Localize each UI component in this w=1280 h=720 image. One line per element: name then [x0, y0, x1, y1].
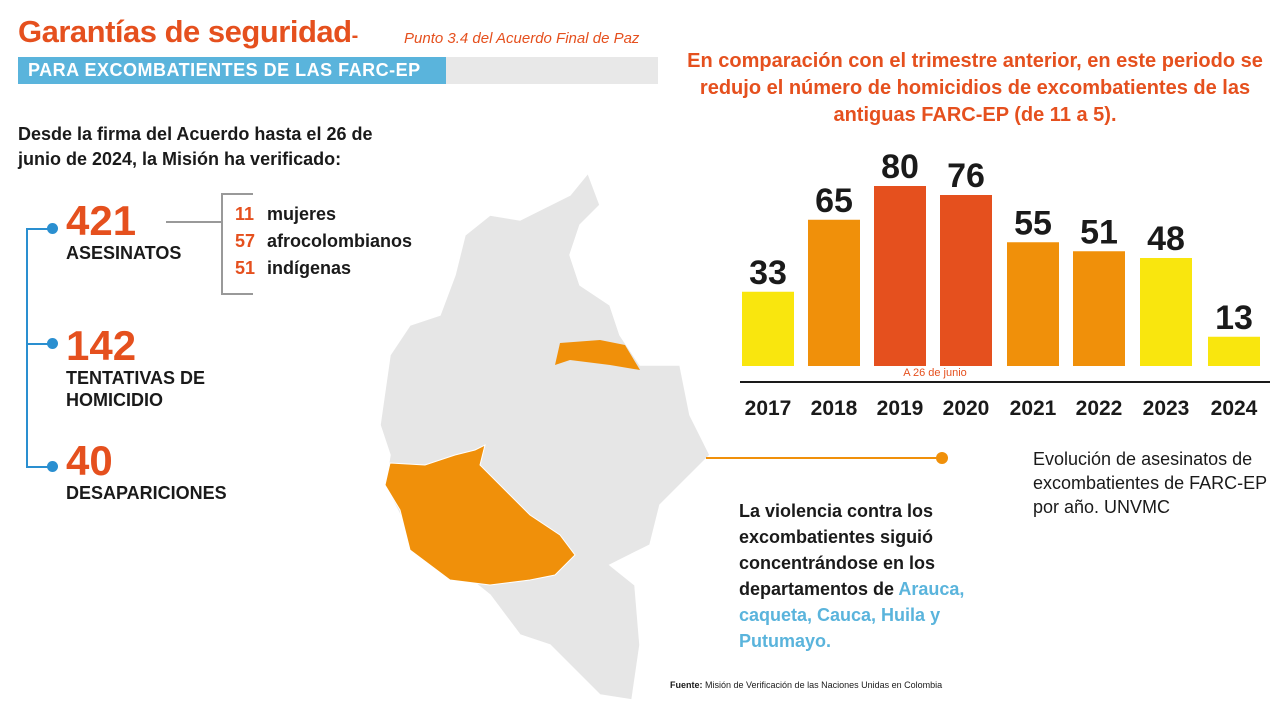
stat-value: 40	[66, 437, 113, 484]
callout-dot	[936, 452, 948, 464]
x-tick-label: 2017	[745, 397, 792, 420]
connector-line	[166, 221, 221, 223]
title-text: Garantías de seguridad	[18, 14, 352, 49]
data-label: 55	[1014, 204, 1052, 242]
bar-2023	[1140, 258, 1192, 366]
breakdown-item: 51 indígenas	[235, 258, 352, 278]
x-tick-label: 2019	[877, 397, 924, 420]
x-tick-label: 2023	[1143, 397, 1190, 420]
timeline-dot	[47, 223, 58, 234]
timeline-tick	[26, 466, 50, 468]
headline: En comparación con el trimestre anterior…	[687, 50, 1263, 126]
annotation: A 26 de junio	[903, 367, 967, 379]
chart-note: Evolución de asesinatos de excombatiente…	[1033, 449, 1267, 517]
x-tick-label: 2022	[1076, 397, 1123, 420]
source: Fuente: Misión de Verificación de las Na…	[670, 680, 943, 690]
data-label: 51	[1080, 213, 1118, 251]
bracket	[221, 193, 253, 295]
timeline-line	[26, 228, 28, 468]
stat-label: TENTATIVAS DE HOMICIDIO	[66, 368, 205, 410]
data-label: 76	[947, 157, 985, 195]
bar-2021	[1007, 242, 1059, 366]
breakdown-item: 11 mujeres	[235, 204, 337, 224]
data-label: 65	[815, 182, 853, 220]
region-cauca-huila-caqueta-putumayo	[384, 444, 576, 586]
title-dash: -	[351, 25, 359, 47]
page-subtitle: Punto 3.4 del Acuerdo Final de Paz	[404, 30, 640, 47]
stat-tentativas: 142 TENTATIVAS DE HOMICIDIO	[66, 325, 216, 411]
region-arauca	[555, 340, 640, 370]
section-band: PARA EXCOMBATIENTES DE LAS FARC-EP	[18, 57, 446, 84]
timeline-dot	[47, 338, 58, 349]
map-country	[379, 171, 710, 701]
timeline-tick	[26, 343, 50, 345]
stat-label: ASESINATOS	[66, 243, 182, 263]
bar-2024	[1208, 336, 1260, 366]
timeline-tick	[26, 228, 50, 230]
stat-value: 421	[66, 197, 137, 244]
stat-value: 142	[66, 322, 137, 369]
bar-2017	[742, 291, 794, 366]
data-label: 13	[1215, 299, 1253, 337]
x-tick-label: 2020	[943, 397, 990, 420]
bar-2020	[940, 195, 992, 366]
data-label: 48	[1147, 220, 1185, 258]
page-title: Garantías de seguridad-	[18, 14, 358, 50]
x-tick-label: 2024	[1211, 397, 1258, 420]
stat-desapariciones: 40 DESAPARICIONES	[66, 440, 227, 504]
bar-2019	[874, 186, 926, 366]
data-label: 33	[749, 254, 787, 292]
data-label: 80	[881, 148, 919, 186]
x-tick-label: 2018	[811, 397, 858, 420]
bar-2018	[808, 219, 860, 366]
colombia-map	[379, 171, 710, 701]
breakdown-item: 57 afrocolombianos	[235, 231, 413, 251]
stat-label: DESAPARICIONES	[66, 483, 227, 503]
timeline-dot	[47, 461, 58, 472]
bar-chart: 33 2017 65 2018 80 2019 76 2020 55 2021 51 2022 48 20…	[740, 148, 1270, 420]
violence-text: La violencia contra los excombatientes s…	[739, 501, 965, 651]
callout-line	[706, 457, 942, 459]
intro-text: Desde la firma del Acuerdo hasta el 26 d…	[18, 124, 373, 169]
stat-asesinatos: 421 ASESINATOS	[66, 200, 181, 264]
bar-2022	[1073, 251, 1125, 366]
x-tick-label: 2021	[1010, 397, 1057, 420]
